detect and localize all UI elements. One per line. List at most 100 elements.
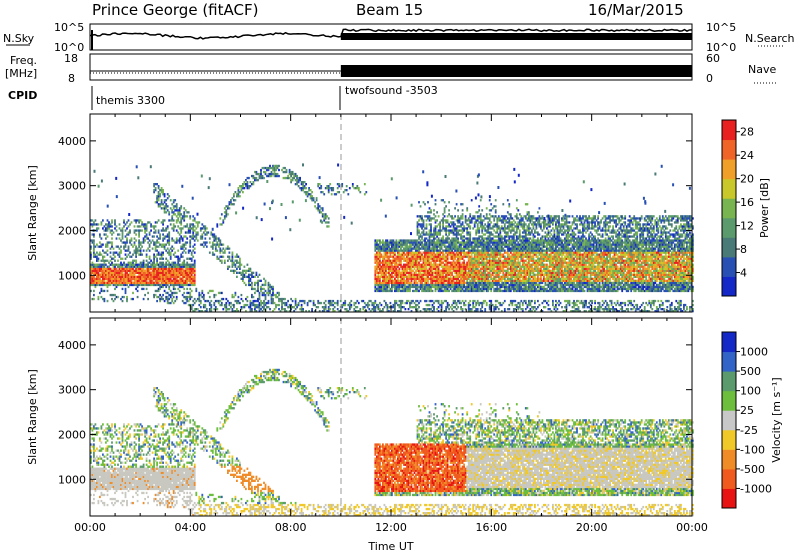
power-cell bbox=[239, 258, 241, 260]
power-cell bbox=[471, 244, 473, 246]
power-cell bbox=[149, 270, 151, 272]
power-cell bbox=[213, 304, 215, 306]
power-cell bbox=[268, 306, 270, 308]
power-cell bbox=[417, 221, 419, 223]
power-cell bbox=[158, 197, 160, 199]
power-cell bbox=[379, 308, 381, 310]
power-cell bbox=[426, 227, 428, 229]
power-cell bbox=[210, 231, 212, 233]
power-cell bbox=[468, 306, 470, 308]
power-cell bbox=[173, 229, 175, 231]
power-cell bbox=[492, 304, 494, 306]
power-cell bbox=[483, 239, 485, 241]
power-cell bbox=[489, 272, 491, 274]
power-cell bbox=[409, 304, 411, 306]
power-cell bbox=[274, 302, 276, 304]
power-cell bbox=[435, 258, 437, 260]
power-cell bbox=[468, 223, 470, 225]
power-cell bbox=[445, 308, 447, 310]
power-cell bbox=[456, 308, 458, 310]
power-cell bbox=[155, 225, 157, 227]
power-cell bbox=[104, 280, 106, 282]
power-cell bbox=[177, 288, 179, 290]
power-cell bbox=[486, 213, 488, 215]
power-cell bbox=[143, 262, 145, 264]
power-cell bbox=[379, 280, 381, 282]
power-cell bbox=[430, 211, 432, 213]
power-cell bbox=[241, 294, 243, 296]
power-cell bbox=[232, 197, 234, 199]
power-cell bbox=[173, 223, 175, 225]
power-cell bbox=[374, 239, 376, 241]
power-cell bbox=[233, 296, 235, 298]
power-cell bbox=[159, 193, 161, 195]
power-cell bbox=[388, 284, 390, 286]
power-cell bbox=[374, 302, 376, 304]
power-cell bbox=[206, 227, 208, 229]
power-cell bbox=[435, 278, 437, 280]
power-cell bbox=[474, 280, 476, 282]
power-cell bbox=[159, 205, 161, 207]
power-cell bbox=[250, 181, 252, 183]
power-cell bbox=[146, 280, 148, 282]
power-cell bbox=[192, 223, 194, 225]
power-cell bbox=[364, 302, 366, 304]
power-cell bbox=[256, 171, 258, 173]
power-cell bbox=[468, 278, 470, 280]
power-cell bbox=[161, 296, 163, 298]
power-cell bbox=[134, 225, 136, 227]
power-cell bbox=[155, 256, 157, 258]
power-cell bbox=[170, 290, 172, 292]
nsky-trace bbox=[90, 29, 692, 50]
power-cell bbox=[433, 306, 435, 308]
power-cell bbox=[492, 227, 494, 229]
power-cell bbox=[215, 246, 217, 248]
power-cell bbox=[114, 260, 116, 262]
power-cell bbox=[168, 241, 170, 243]
power-cell bbox=[374, 244, 376, 246]
power-cell bbox=[483, 290, 485, 292]
power-cell bbox=[209, 302, 211, 304]
power-cell bbox=[158, 282, 160, 284]
power-cell bbox=[387, 304, 389, 306]
power-cell bbox=[212, 241, 214, 243]
power-cell bbox=[448, 201, 450, 203]
power-cell bbox=[247, 183, 249, 185]
power-cell bbox=[302, 308, 304, 310]
power-cell bbox=[400, 262, 402, 264]
power-cell bbox=[164, 248, 166, 250]
power-cell bbox=[277, 167, 279, 169]
power-cell bbox=[311, 308, 313, 310]
power-cell bbox=[155, 244, 157, 246]
power-cell bbox=[260, 304, 262, 306]
power-cell bbox=[356, 185, 358, 187]
power-cell bbox=[317, 207, 319, 209]
power-cell bbox=[338, 191, 340, 193]
power-cell bbox=[150, 223, 152, 225]
power-cell bbox=[98, 298, 100, 300]
power-cell bbox=[189, 229, 191, 231]
power-cell bbox=[98, 260, 100, 262]
power-cell bbox=[411, 282, 413, 284]
power-cell bbox=[435, 268, 437, 270]
power-cell bbox=[260, 169, 262, 171]
freq-hi-label: 18 bbox=[64, 52, 78, 65]
power-cell bbox=[379, 239, 381, 241]
power-cell bbox=[153, 262, 155, 264]
power-cell bbox=[328, 225, 330, 227]
power-cell bbox=[93, 241, 95, 243]
power-cell bbox=[129, 252, 131, 254]
power-cell bbox=[322, 207, 324, 209]
power-cell bbox=[287, 175, 289, 177]
power-cell bbox=[105, 272, 107, 274]
power-cell bbox=[286, 177, 288, 179]
power-cell bbox=[490, 276, 492, 278]
power-cell bbox=[353, 304, 355, 306]
power-cell bbox=[417, 284, 419, 286]
power-cell bbox=[194, 266, 196, 268]
power-heatmap bbox=[90, 163, 694, 312]
power-cell bbox=[174, 300, 176, 302]
power-cell bbox=[430, 209, 432, 211]
power-cell bbox=[435, 233, 437, 235]
power-cell bbox=[463, 229, 465, 231]
